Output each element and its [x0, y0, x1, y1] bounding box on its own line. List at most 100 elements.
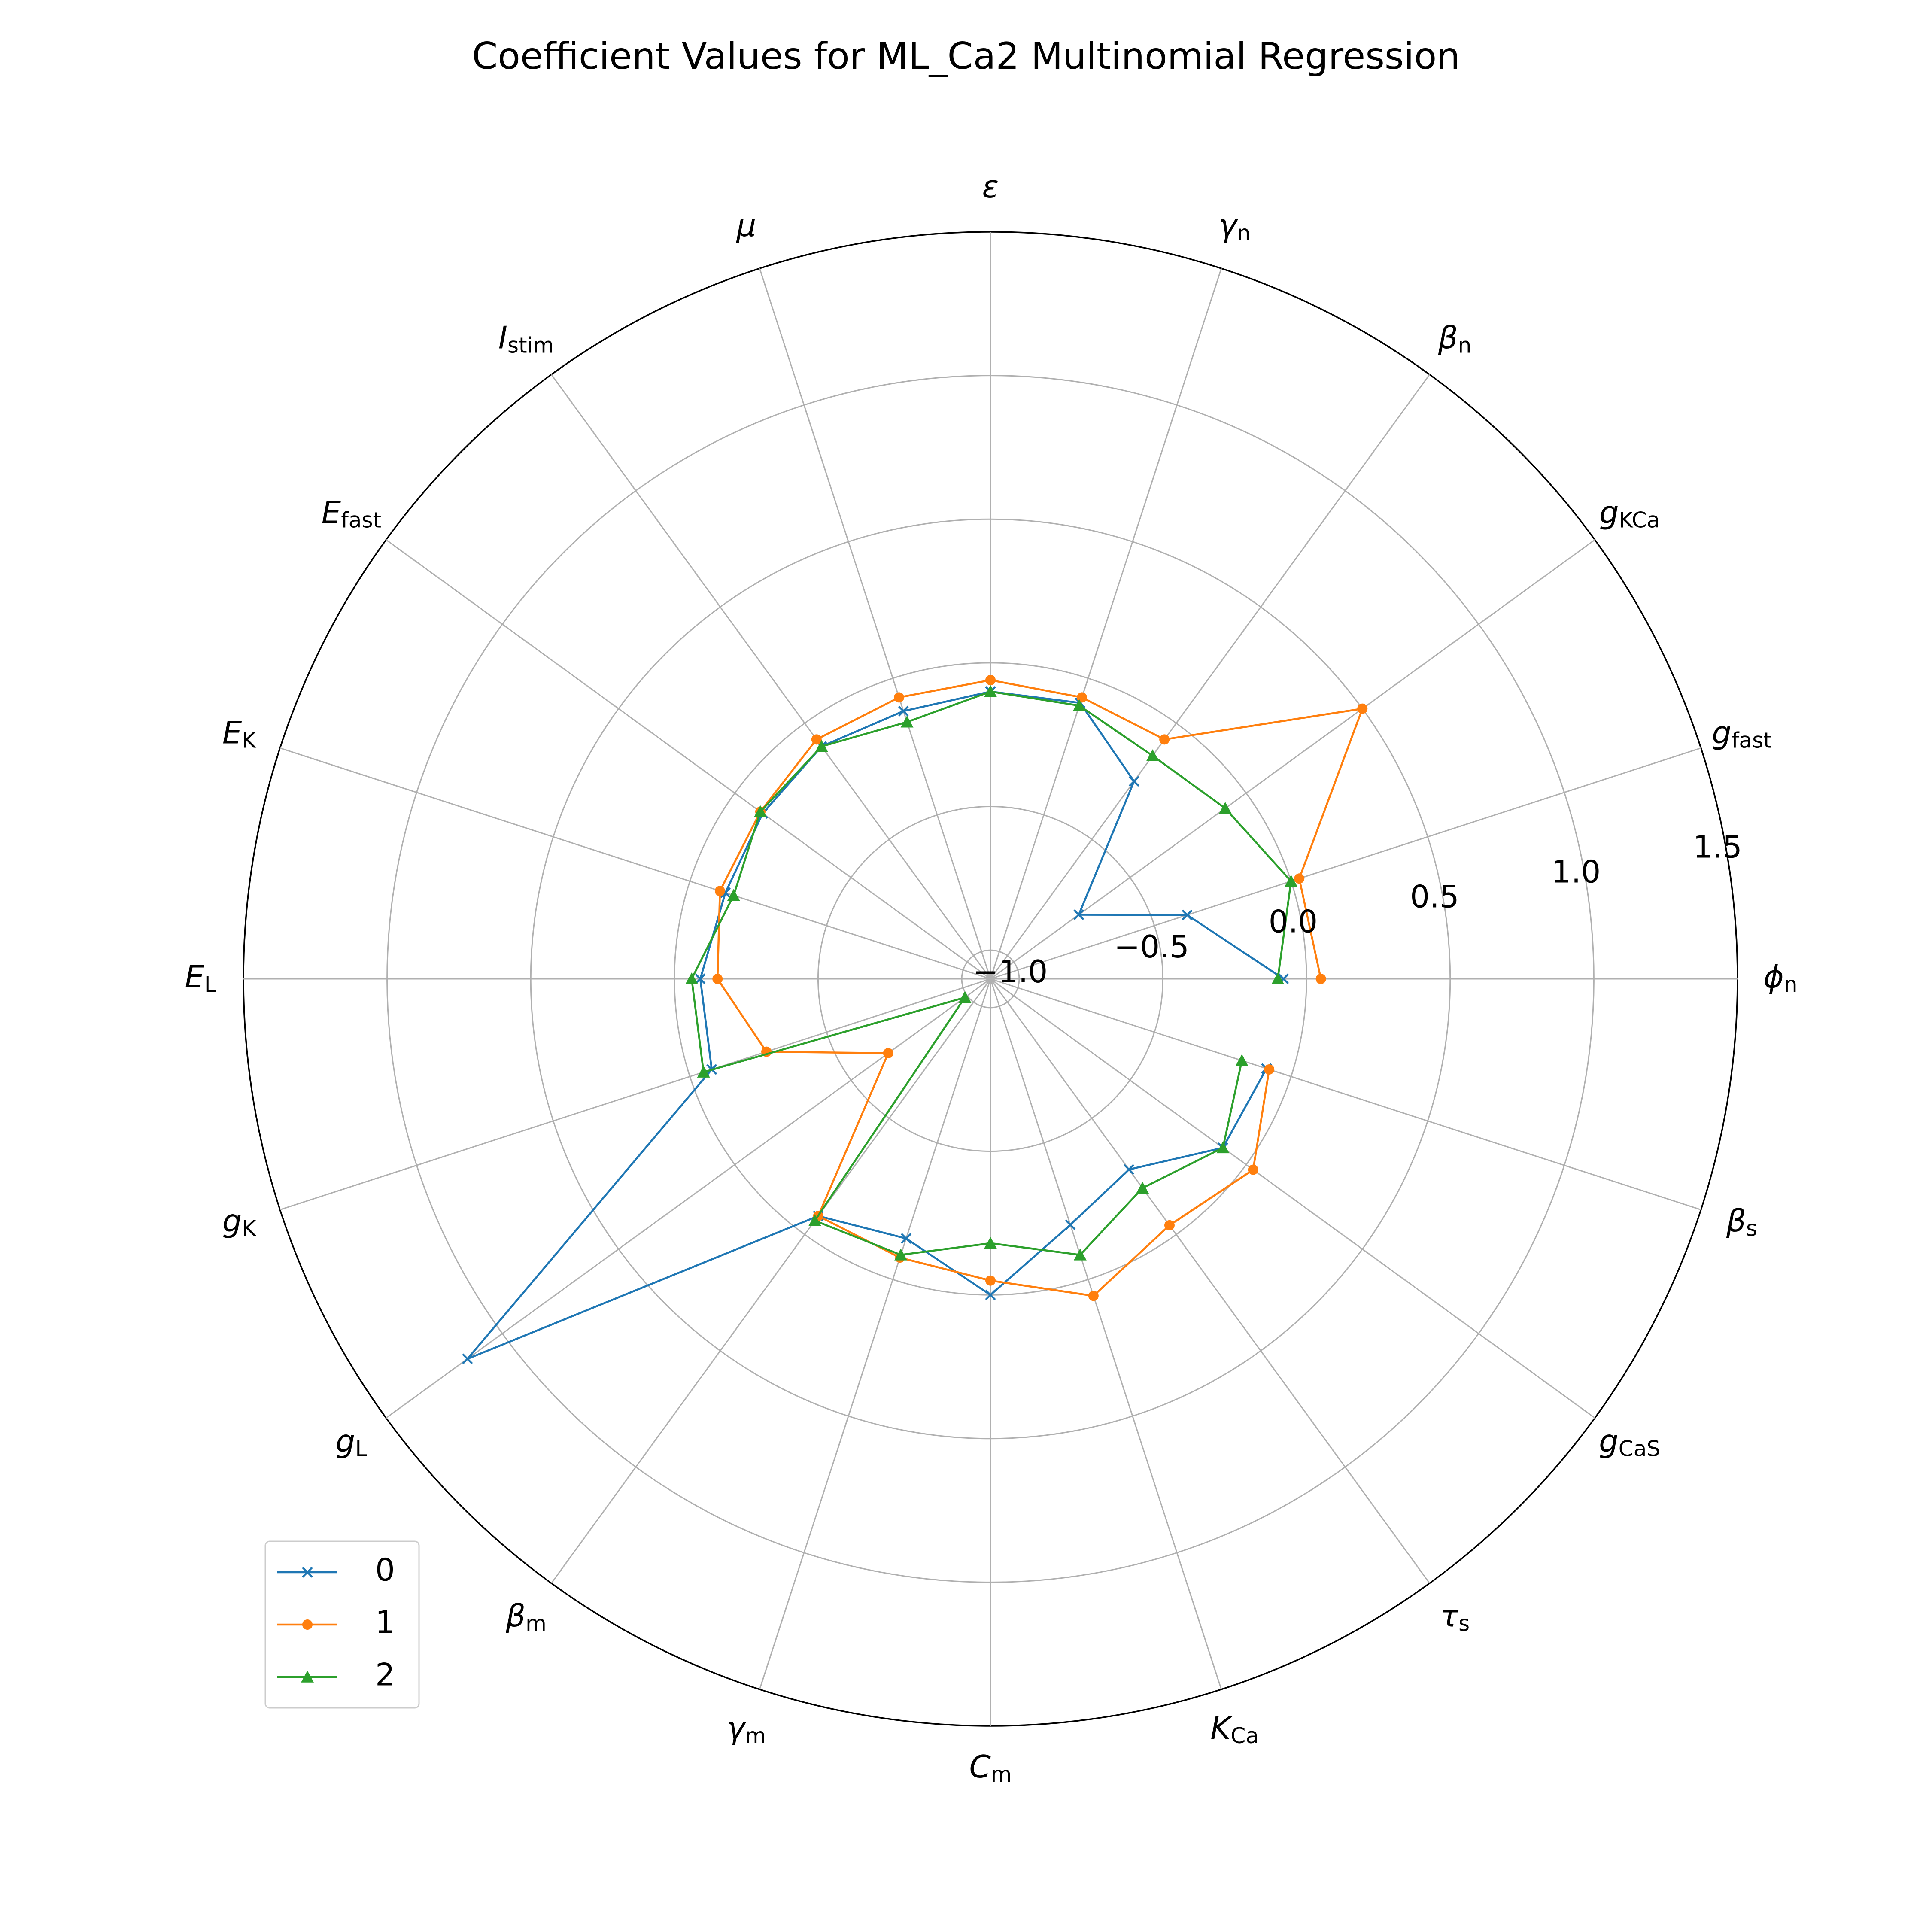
grid-spoke	[990, 978, 1222, 1690]
axis-label-subscript: s	[1746, 1216, 1757, 1241]
data-point-triangle	[984, 1236, 997, 1249]
axis-label: Efast	[322, 494, 381, 532]
data-point-circle	[302, 1619, 313, 1630]
series-line	[690, 690, 1292, 1256]
data-point-triangle	[1271, 972, 1285, 984]
radial-tick-label: 0.0	[1269, 904, 1318, 940]
axis-label: gCaS	[1599, 1423, 1660, 1461]
data-point-x	[900, 1233, 912, 1244]
axis-label: Istim	[498, 319, 554, 358]
axis-label-subscript: m	[526, 1611, 547, 1636]
axis-label: ε	[982, 169, 999, 205]
radial-tick-label: −1.0	[972, 954, 1048, 990]
data-point-triangle	[727, 889, 740, 901]
grid-spoke	[990, 978, 1430, 1584]
axis-label-subscript: L	[204, 972, 216, 997]
axis-label: gKCa	[1599, 494, 1660, 532]
data-point-circle	[811, 734, 822, 745]
axis-label-base: τ	[1440, 1598, 1459, 1634]
axis-label: βs	[1726, 1203, 1757, 1241]
data-point-triangle	[753, 805, 767, 817]
legend-label: 1	[375, 1604, 395, 1640]
grid-spoke	[386, 539, 991, 980]
data-point-circle	[1159, 734, 1170, 745]
axis-label: gK	[222, 1203, 257, 1241]
axis-label-base: ε	[982, 169, 999, 205]
axis-label: KCa	[1210, 1710, 1259, 1748]
data-point-triangle	[815, 740, 828, 752]
axis-label-base: β	[1726, 1203, 1746, 1239]
data-point-triangle	[900, 715, 914, 728]
data-point-x	[985, 1289, 996, 1300]
axis-label-subscript: n	[1784, 972, 1798, 997]
data-point-triangle	[1285, 875, 1298, 887]
radial-tick-labels: −1.0 −0.5 0.0 0.5 1.0 1.5	[972, 829, 1742, 990]
axis-label-base: g	[1599, 1423, 1619, 1459]
data-point-circle	[1248, 1164, 1258, 1175]
axis-label-base: β	[1438, 319, 1458, 355]
axis-labels: ϕngfastgKCaβnγnεμIstimEfastEKELgKgLβmγmC…	[185, 169, 1797, 1787]
data-point-triangle	[1136, 1182, 1149, 1194]
data-point-x	[1073, 909, 1084, 920]
data-point-x	[1182, 909, 1193, 920]
series-line	[716, 679, 1364, 1297]
axis-label-subscript: CaS	[1619, 1436, 1660, 1461]
data-point-circle	[1164, 1220, 1175, 1230]
axis-label: ϕn	[1763, 959, 1797, 997]
axis-label-base: g	[1712, 714, 1732, 750]
axis-label: βn	[1438, 319, 1472, 358]
data-point-circle	[1088, 1291, 1099, 1301]
data-point-circle	[1315, 974, 1326, 984]
axis-label-base: γ	[1218, 207, 1238, 243]
grid-spoke	[990, 747, 1701, 980]
axis-label-subscript: KCa	[1619, 507, 1660, 532]
axis-label: μ	[736, 207, 756, 243]
grid-spoke	[990, 539, 1595, 980]
data-point-x	[1128, 776, 1139, 787]
axis-label-base: E	[185, 959, 204, 995]
chart-title: Coefficient Values for ML_Ca2 Multinomia…	[472, 35, 1460, 78]
axis-label-subscript: s	[1458, 1611, 1470, 1636]
radial-tick-label: 0.5	[1410, 879, 1459, 915]
data-point-triangle	[1216, 1141, 1230, 1154]
data-point-x	[1123, 1164, 1135, 1175]
grid-spoke	[990, 374, 1430, 979]
data-point-circle	[1264, 1064, 1275, 1075]
grid-spoke	[551, 978, 991, 1584]
series-2	[685, 685, 1298, 1261]
data-point-triangle	[1146, 749, 1159, 761]
data-point-triangle	[894, 1248, 908, 1261]
axis-label-base: E	[222, 714, 242, 750]
data-point-triangle	[1072, 699, 1086, 711]
axis-label-base: I	[498, 319, 507, 355]
axis-label-subscript: K	[242, 1216, 257, 1241]
radial-tick-label: −0.5	[1114, 929, 1189, 965]
axis-label: γm	[727, 1710, 766, 1748]
axis-label-subscript: m	[745, 1723, 766, 1748]
axis-label: gL	[336, 1423, 368, 1461]
legend-label: 2	[375, 1657, 395, 1693]
axis-label-subscript: stim	[507, 333, 554, 358]
grid-spoke	[990, 978, 1701, 1211]
legend: 0 1 2	[264, 1540, 420, 1709]
series-layer	[462, 675, 1368, 1364]
data-point-x	[302, 1567, 313, 1578]
axis-label: EK	[222, 714, 257, 753]
grid-spoke	[990, 268, 1222, 979]
grid-spoke	[759, 268, 991, 979]
data-point-x	[462, 1353, 473, 1364]
grid-spoke	[279, 747, 991, 980]
axis-label: γn	[1218, 207, 1250, 246]
data-point-triangle	[697, 1066, 710, 1078]
axis-label-subscript: fast	[341, 507, 381, 532]
data-point-circle	[985, 675, 996, 685]
grid-spoke	[990, 978, 1595, 1419]
axis-label-base: g	[336, 1423, 355, 1459]
data-point-x	[898, 705, 909, 717]
data-point-x	[1065, 1219, 1076, 1230]
axis-label-base: g	[1599, 494, 1619, 530]
data-point-triangle	[1073, 1248, 1087, 1261]
axis-label-base: C	[969, 1749, 991, 1785]
data-point-triangle	[301, 1671, 314, 1683]
axis-label-subscript: fast	[1732, 728, 1772, 753]
